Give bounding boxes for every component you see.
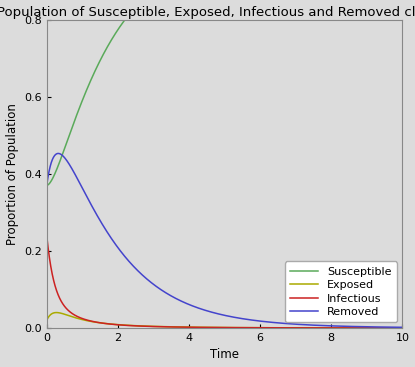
Removed — [258, 319, 263, 323]
Susceptible — [109, 38, 114, 42]
Legend: Susceptible, Exposed, Infectious, Removed: Susceptible, Exposed, Infectious, Remove… — [285, 261, 397, 323]
X-axis label: Time: Time — [210, 348, 239, 361]
Infectious — [337, 326, 342, 330]
Exposed — [44, 318, 49, 323]
Infectious — [44, 233, 49, 238]
Infectious — [180, 325, 185, 329]
Exposed — [54, 310, 59, 315]
Removed — [56, 151, 61, 156]
Exposed — [276, 326, 281, 330]
Removed — [400, 325, 405, 330]
Removed — [44, 183, 49, 188]
Line: Infectious: Infectious — [47, 236, 403, 328]
Exposed — [258, 326, 263, 330]
Y-axis label: Proportion of Population: Proportion of Population — [5, 103, 19, 245]
Removed — [109, 236, 114, 241]
Exposed — [180, 325, 185, 329]
Line: Susceptible: Susceptible — [47, 0, 403, 185]
Removed — [337, 324, 342, 328]
Exposed — [109, 322, 114, 326]
Removed — [310, 323, 315, 327]
Infectious — [400, 326, 405, 330]
Infectious — [276, 326, 281, 330]
Exposed — [400, 326, 405, 330]
Removed — [180, 299, 185, 304]
Line: Removed: Removed — [47, 153, 403, 327]
Title: Population of Susceptible, Exposed, Infectious and Removed classes: Population of Susceptible, Exposed, Infe… — [0, 6, 415, 19]
Exposed — [337, 326, 342, 330]
Infectious — [310, 326, 315, 330]
Removed — [276, 321, 281, 325]
Infectious — [109, 322, 114, 326]
Line: Exposed: Exposed — [47, 313, 403, 328]
Exposed — [310, 326, 315, 330]
Susceptible — [44, 183, 49, 188]
Infectious — [258, 326, 263, 330]
